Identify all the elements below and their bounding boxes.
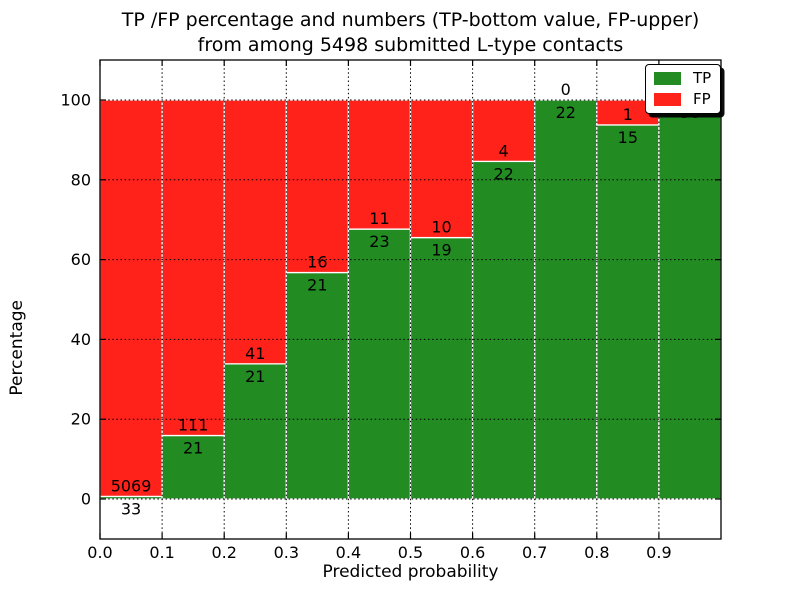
svg-text:0.6: 0.6 (460, 543, 485, 562)
svg-text:20: 20 (71, 410, 91, 429)
legend-label-fp: FP (693, 90, 711, 108)
svg-text:0: 0 (81, 490, 91, 509)
svg-text:22: 22 (556, 103, 576, 122)
svg-text:33: 33 (121, 499, 141, 518)
svg-text:11: 11 (369, 209, 389, 228)
svg-text:40: 40 (71, 330, 91, 349)
svg-text:0: 0 (561, 80, 571, 99)
svg-text:0.5: 0.5 (398, 543, 423, 562)
svg-text:111: 111 (178, 416, 209, 435)
svg-text:100: 100 (60, 91, 91, 110)
fp-color-swatch (654, 93, 681, 106)
legend-label-tp: TP (693, 69, 712, 87)
svg-text:4: 4 (499, 141, 509, 160)
chart-title-line2: from among 5498 submitted L-type contact… (197, 34, 624, 56)
legend: TP FP (645, 64, 722, 114)
svg-text:10: 10 (431, 218, 451, 237)
svg-text:15: 15 (618, 128, 638, 147)
svg-text:1: 1 (623, 105, 633, 124)
svg-text:21: 21 (245, 367, 265, 386)
legend-item-tp: TP (654, 71, 711, 86)
svg-text:21: 21 (183, 439, 203, 458)
svg-text:23: 23 (369, 232, 389, 251)
x-axis-label: Predicted probability (322, 562, 499, 582)
svg-text:0.8: 0.8 (584, 543, 609, 562)
svg-text:0.4: 0.4 (336, 543, 361, 562)
tp-color-swatch (654, 72, 681, 85)
svg-text:16: 16 (307, 253, 327, 272)
svg-text:60: 60 (71, 250, 91, 269)
chart-title: TP /FP percentage and numbers (TP-bottom… (100, 8, 721, 58)
svg-text:0.0: 0.0 (87, 543, 112, 562)
svg-text:0.2: 0.2 (211, 543, 236, 562)
legend-item-fp: FP (654, 92, 711, 107)
svg-text:0.7: 0.7 (522, 543, 547, 562)
svg-text:21: 21 (307, 276, 327, 295)
svg-text:41: 41 (245, 344, 265, 363)
chart-title-line1: TP /FP percentage and numbers (TP-bottom… (121, 9, 700, 31)
svg-text:80: 80 (71, 170, 91, 189)
svg-text:0.9: 0.9 (646, 543, 671, 562)
svg-text:0.3: 0.3 (274, 543, 299, 562)
svg-text:5069: 5069 (111, 476, 152, 495)
svg-text:0.1: 0.1 (149, 543, 174, 562)
svg-text:19: 19 (431, 241, 451, 260)
svg-text:22: 22 (493, 164, 513, 183)
